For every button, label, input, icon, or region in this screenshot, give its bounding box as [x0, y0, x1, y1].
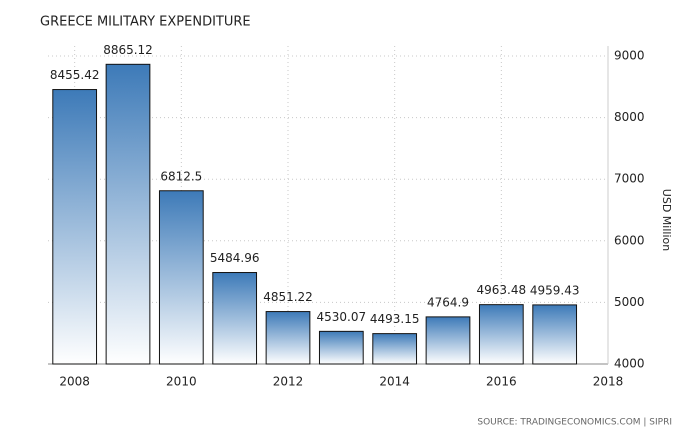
data-label: 4764.9 — [427, 295, 469, 309]
y-tick-label: 9000 — [614, 49, 645, 63]
chart-title: GREECE MILITARY EXPENDITURE — [40, 15, 251, 30]
source: SOURCE: TRADINGECONOMICS.COM | SIPRI — [477, 418, 672, 428]
bar — [212, 272, 258, 365]
y-tick-label: 4000 — [614, 357, 645, 371]
data-label: 4963.48 — [477, 283, 527, 297]
data-label: 4530.07 — [317, 310, 367, 324]
bar — [372, 333, 418, 365]
bar — [52, 89, 98, 365]
data-label: 5484.96 — [210, 251, 260, 265]
x-tick-label: 2010 — [166, 375, 197, 389]
y-tick-label: 7000 — [614, 172, 645, 186]
x-tick-label: 2014 — [379, 375, 410, 389]
data-label: 8865.12 — [103, 43, 153, 57]
data-label: 4493.15 — [370, 312, 420, 326]
data-label: 8455.42 — [50, 68, 100, 82]
bar — [318, 330, 364, 365]
x-tick-label: 2016 — [486, 375, 517, 389]
bar — [105, 63, 151, 365]
x-tick-label: 2018 — [593, 375, 624, 389]
x-tick-label: 2008 — [59, 375, 90, 389]
y-tick-label: 6000 — [614, 233, 645, 247]
bar — [265, 311, 311, 365]
bar — [425, 316, 471, 365]
bar — [478, 304, 524, 365]
x-tick-label: 2012 — [273, 375, 304, 389]
data-label: 6812.5 — [160, 169, 202, 183]
y-tick-label: 5000 — [614, 295, 645, 309]
data-label: 4851.22 — [263, 290, 313, 304]
y-axis-label: USD Million — [660, 189, 673, 251]
y-tick-label: 8000 — [614, 110, 645, 124]
bar — [158, 190, 204, 365]
data-label: 4959.43 — [530, 283, 580, 297]
bar — [532, 304, 578, 365]
